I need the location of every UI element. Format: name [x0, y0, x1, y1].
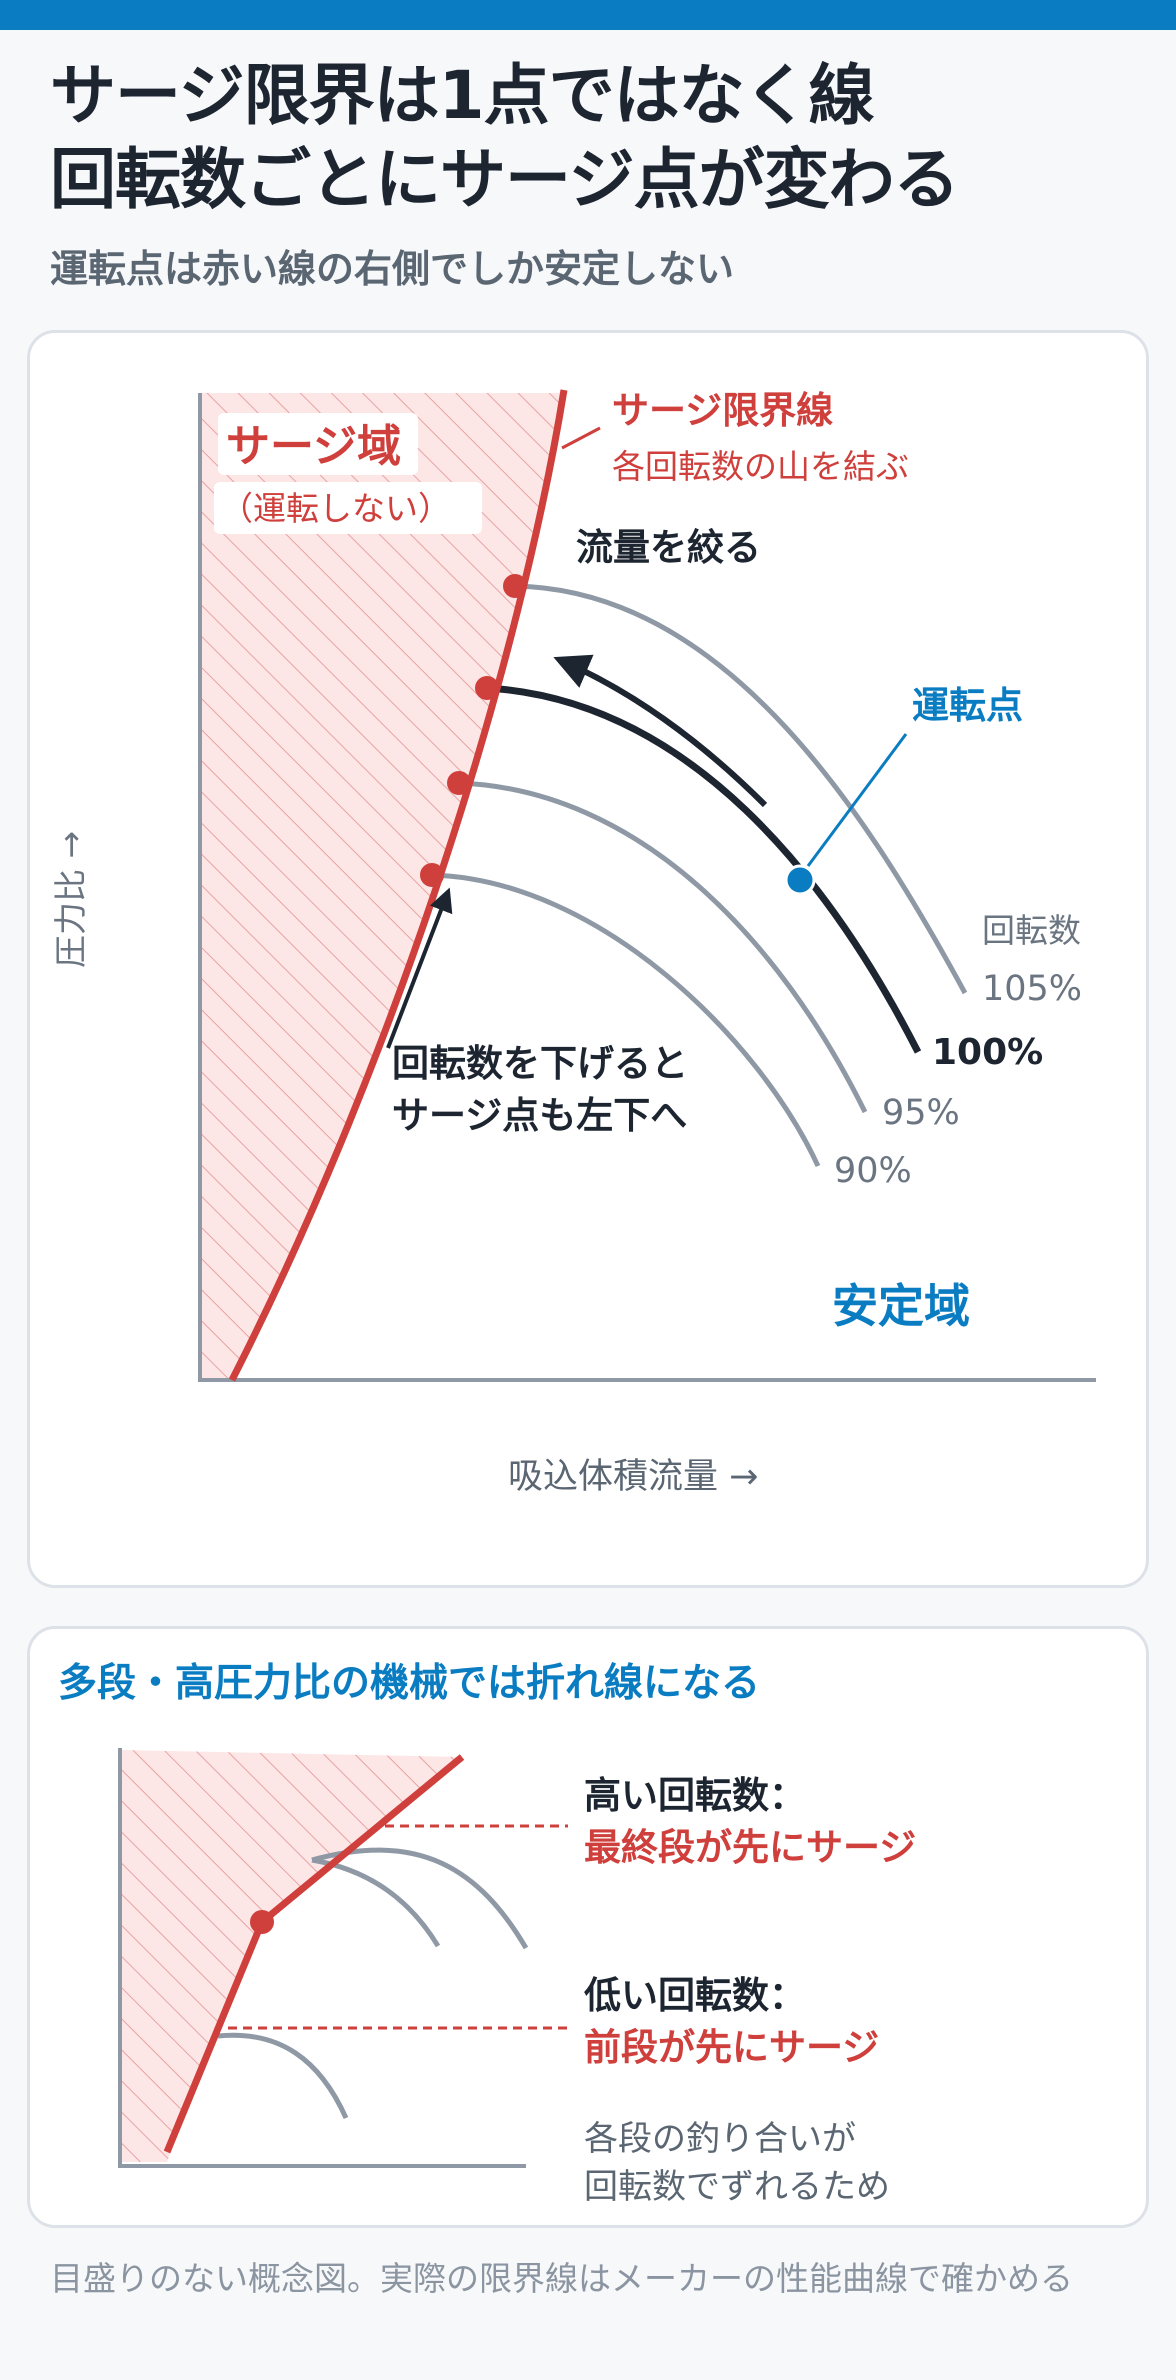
surge-point-105 — [503, 574, 527, 598]
operating-point-label: 運転点 — [912, 684, 1023, 727]
surge-zone-label-bg — [218, 413, 418, 475]
surge-line-sub: 各回転数の山を結ぶ — [612, 447, 909, 486]
high-speed-label: 高い回転数： — [584, 1774, 806, 1817]
speed-curve-90 — [431, 872, 821, 1168]
surge-zone-hatch — [200, 393, 560, 1378]
surge-line-label: サージ限界線 — [612, 389, 833, 432]
speed-curve-105 — [514, 583, 968, 995]
throttle-label: 流量を絞る — [576, 526, 761, 569]
speed-legend-title: 回転数 — [982, 911, 1081, 950]
surge-zone-label: サージ域 — [226, 421, 401, 472]
surge-zone-sub-bg — [214, 482, 482, 534]
footer-note: 目盛りのない概念図。実際の限界線はメーカーの性能曲線で確かめる — [50, 2259, 1073, 2298]
speed-label-90: 90% — [834, 1151, 912, 1191]
multistage-surge-zone — [120, 1750, 462, 2162]
surge-point-90 — [420, 863, 444, 887]
speed-down-arrow — [386, 887, 453, 1049]
multistage-curve-low — [217, 2032, 349, 2120]
reason-line2: 回転数でずれるため — [584, 2167, 890, 2207]
multistage-title: 多段・高圧力比の機械では折れ線になる — [58, 1661, 760, 1706]
surge-point-95 — [447, 771, 471, 795]
y-axis-label: 圧力比 → — [51, 831, 90, 968]
speed-label-105: 105% — [982, 969, 1082, 1009]
speed-label-100: 100% — [932, 1032, 1043, 1073]
page-subtitle: 運転点は赤い線の右側でしか安定しない — [50, 247, 735, 291]
top-accent-bar — [0, 0, 1176, 30]
stable-zone-label: 安定域 — [832, 1279, 970, 1333]
page-title: サージ限界は1点ではなく線 回転数ごとにサージ点が変わる — [50, 54, 960, 222]
speed-label-95: 95% — [882, 1093, 960, 1133]
low-speed-label: 低い回転数： — [584, 1974, 806, 2017]
low-speed-note: 前段が先にサージ — [584, 2026, 879, 2069]
x-axis-label: 吸込体積流量 → — [508, 1457, 758, 1497]
speed-curve-95 — [458, 780, 868, 1114]
multistage-curve-mid — [311, 1857, 441, 1948]
surge-point-100 — [475, 676, 499, 700]
high-speed-note: 最終段が先にサージ — [584, 1826, 916, 1869]
operating-point-marker — [784, 864, 816, 896]
title-line-1: サージ限界は1点ではなく線 — [50, 57, 875, 134]
speed-curve-100 — [486, 684, 922, 1054]
throttle-arrow — [553, 654, 768, 808]
surge-limit-line — [228, 389, 568, 1382]
multistage-kink-point — [250, 1910, 274, 1934]
speed-down-note-line1: 回転数を下げると — [392, 1042, 688, 1085]
surge-label-leader — [561, 426, 601, 450]
title-line-2: 回転数ごとにサージ点が変わる — [50, 141, 960, 218]
speed-down-note-line2: サージ点も左下へ — [392, 1094, 687, 1137]
surge-zone-sub: （運転しない） — [220, 489, 451, 528]
reason-line1: 各段の釣り合いが — [584, 2119, 856, 2159]
operating-point-leader — [806, 733, 908, 867]
